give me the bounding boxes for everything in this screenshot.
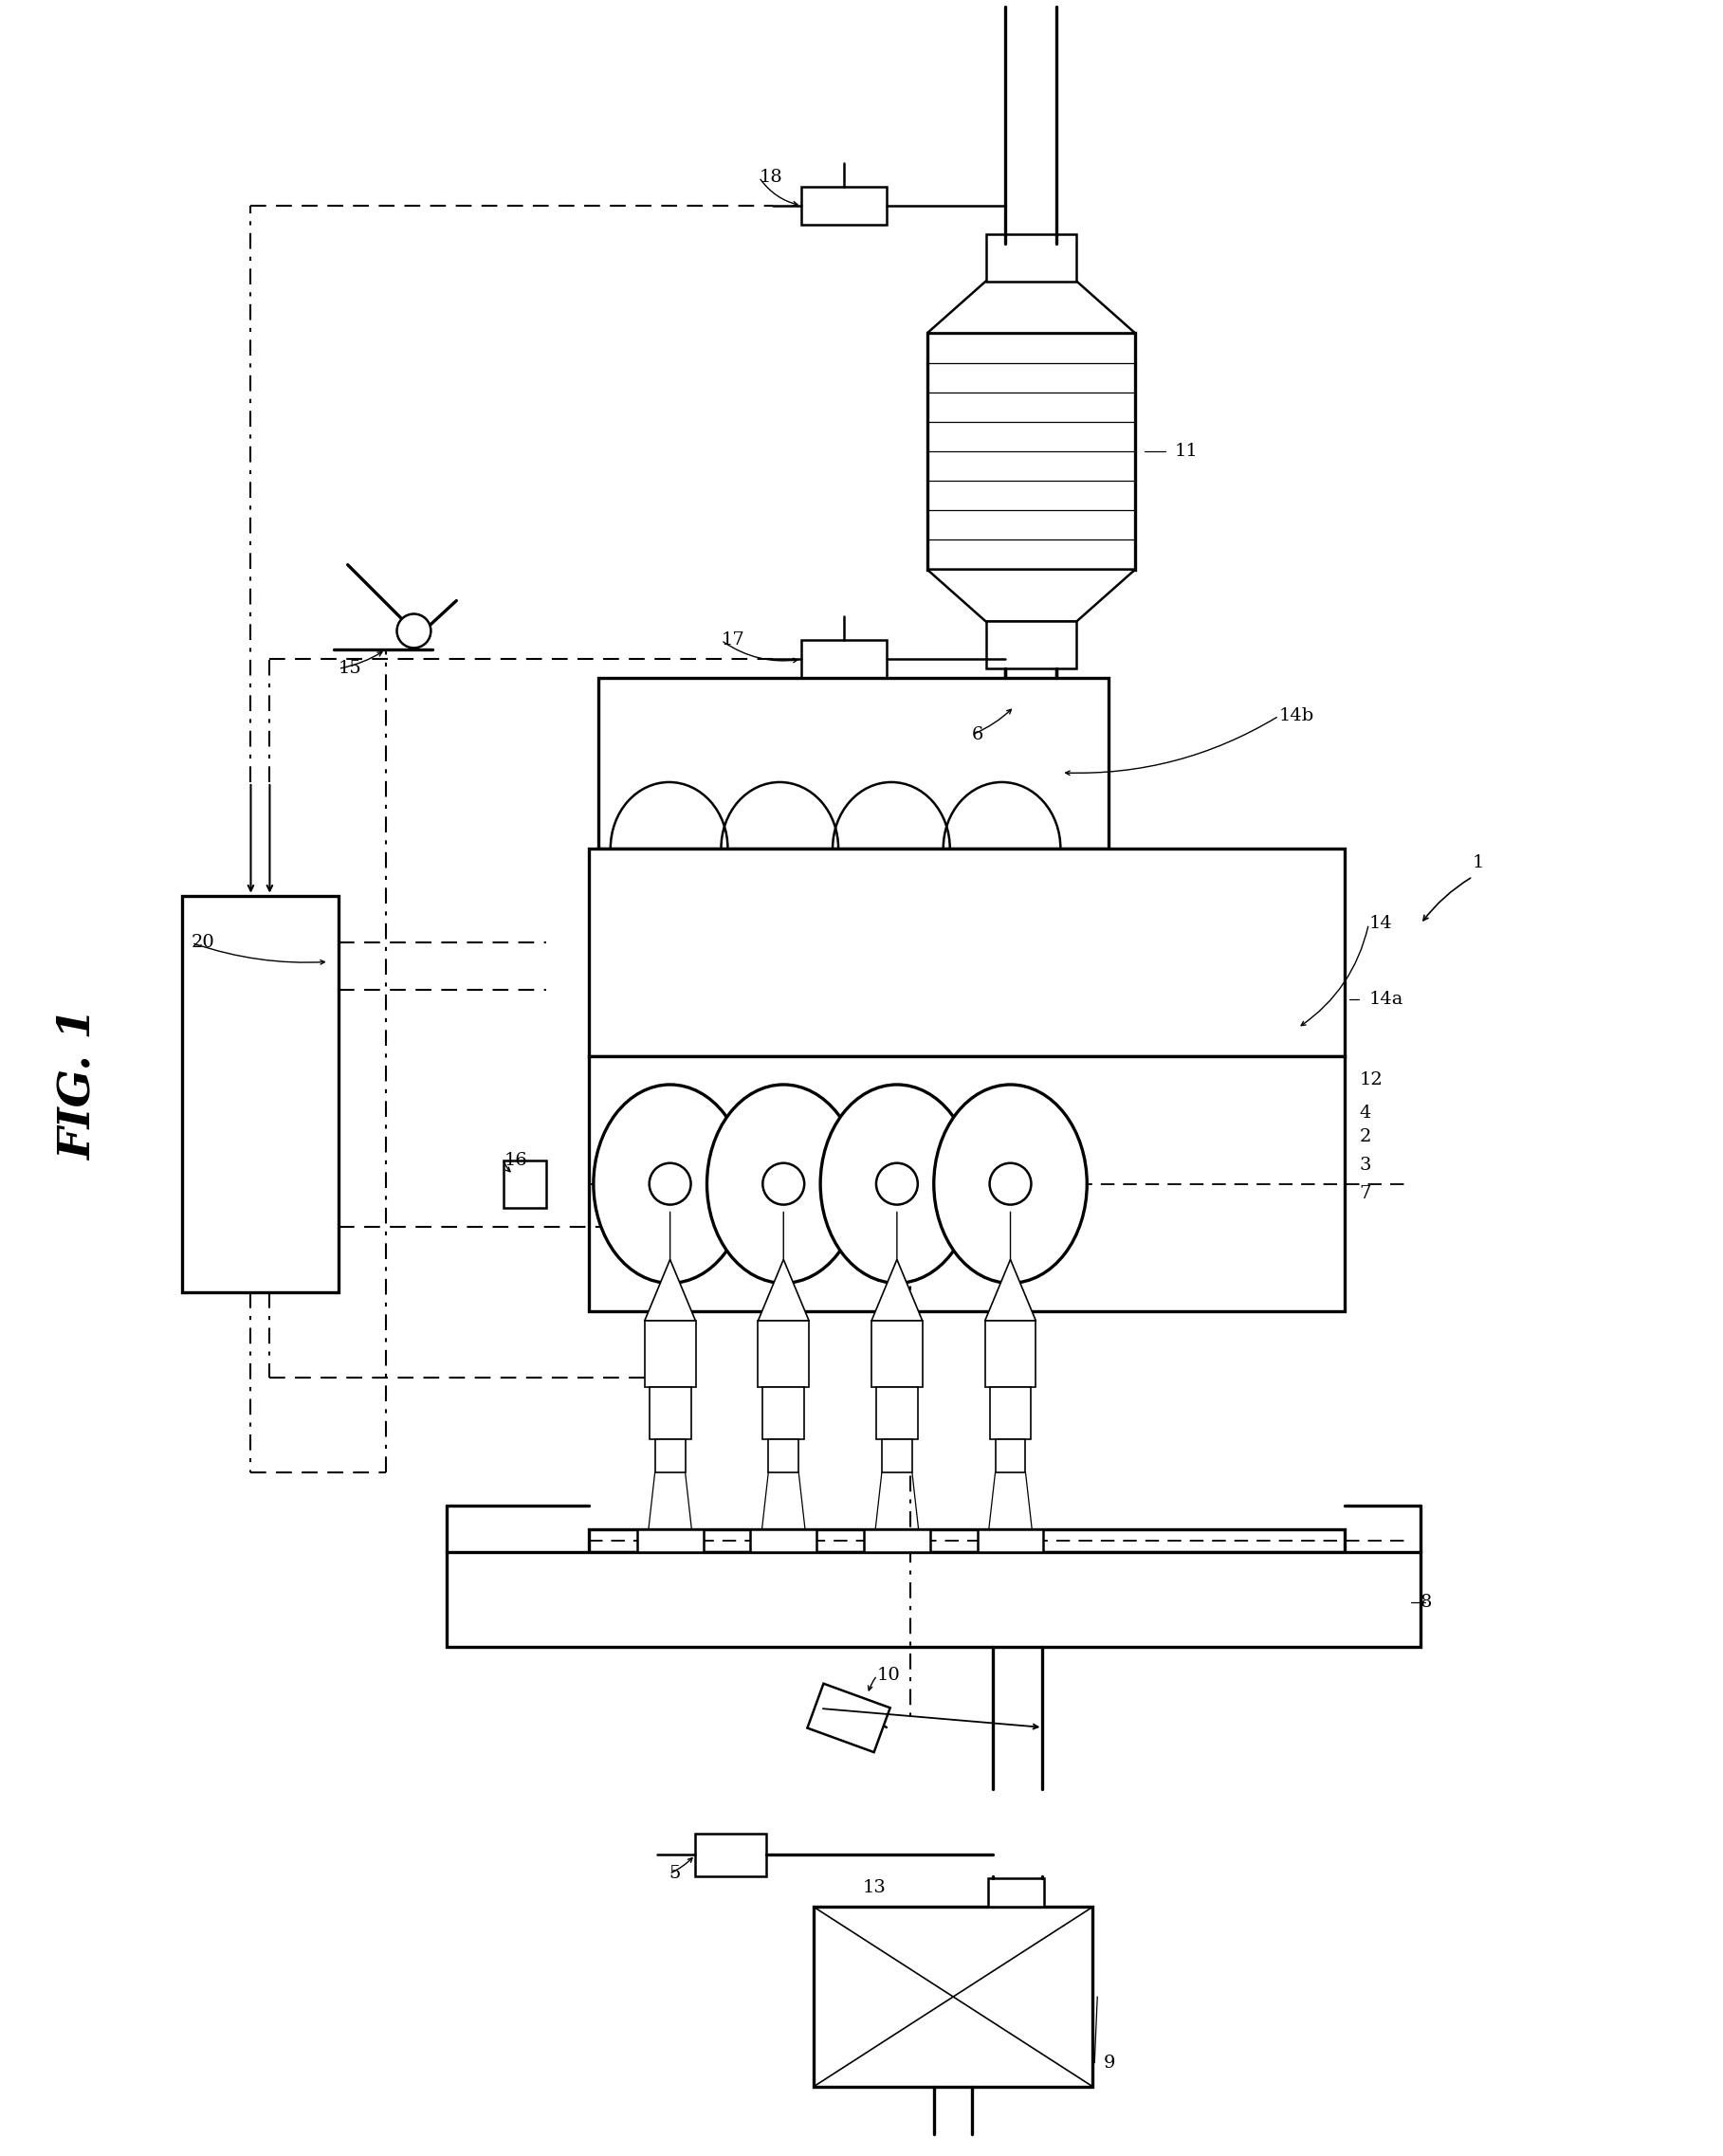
Bar (877, 1386, 918, 1438)
Polygon shape (644, 1259, 696, 1322)
Bar (644, 1322, 696, 1386)
Bar (598, 679, 1108, 847)
Text: 14b: 14b (1278, 707, 1315, 724)
Ellipse shape (934, 1084, 1087, 1283)
Bar (882, 1438, 911, 1473)
Bar (183, 895, 338, 1294)
Bar (987, 1878, 1044, 1906)
Circle shape (650, 1162, 691, 1205)
Text: FIG. 1: FIG. 1 (57, 1009, 100, 1160)
Bar (986, 1322, 1036, 1386)
Bar (801, 188, 887, 224)
Text: 6: 6 (972, 727, 984, 744)
Bar (503, 1160, 546, 1207)
Bar (751, 1529, 817, 1552)
Text: 13: 13 (863, 1880, 887, 1897)
Bar (768, 1438, 799, 1473)
Text: 3: 3 (1359, 1156, 1372, 1173)
Ellipse shape (706, 1084, 860, 1283)
Bar (863, 1529, 930, 1552)
Bar (989, 1386, 1030, 1438)
Bar (638, 1529, 703, 1552)
Bar (813, 1906, 1092, 2087)
Bar (927, 334, 1135, 569)
Polygon shape (986, 1259, 1036, 1322)
Bar (446, 1552, 1421, 1647)
Bar (650, 1386, 691, 1438)
Text: 20: 20 (191, 934, 215, 951)
Text: 18: 18 (758, 168, 782, 185)
Text: 12: 12 (1359, 1072, 1382, 1089)
Text: 10: 10 (877, 1667, 901, 1684)
Bar (763, 1386, 805, 1438)
Bar (977, 1529, 1044, 1552)
Bar (996, 1438, 1025, 1473)
Bar (589, 847, 1346, 1056)
Bar (694, 1833, 767, 1876)
Polygon shape (927, 569, 1135, 621)
Bar (808, 1684, 891, 1753)
Text: 9: 9 (1104, 2055, 1117, 2072)
Text: 17: 17 (722, 632, 744, 649)
Text: 2: 2 (1359, 1128, 1372, 1145)
Bar (872, 1322, 922, 1386)
Text: 4: 4 (1359, 1104, 1372, 1121)
Polygon shape (927, 280, 1135, 334)
Text: 14: 14 (1368, 916, 1392, 931)
Polygon shape (872, 1259, 922, 1322)
Bar (986, 621, 1077, 668)
Text: 15: 15 (338, 660, 362, 677)
Bar (986, 235, 1077, 280)
Polygon shape (758, 1259, 810, 1322)
Text: 1: 1 (1473, 854, 1485, 871)
Text: 11: 11 (1175, 442, 1199, 459)
Ellipse shape (593, 1084, 746, 1283)
Circle shape (396, 614, 431, 649)
Bar (655, 1438, 686, 1473)
Text: 7: 7 (1359, 1186, 1372, 1201)
Bar (589, 1529, 1346, 1552)
Bar (589, 1056, 1346, 1311)
Bar (758, 1322, 810, 1386)
Text: 5: 5 (669, 1865, 681, 1882)
Text: 14a: 14a (1368, 992, 1403, 1009)
Circle shape (989, 1162, 1030, 1205)
Text: 16: 16 (503, 1151, 527, 1169)
Ellipse shape (820, 1084, 973, 1283)
Text: 8: 8 (1421, 1593, 1432, 1611)
Bar (801, 640, 887, 679)
Circle shape (877, 1162, 918, 1205)
Circle shape (763, 1162, 805, 1205)
